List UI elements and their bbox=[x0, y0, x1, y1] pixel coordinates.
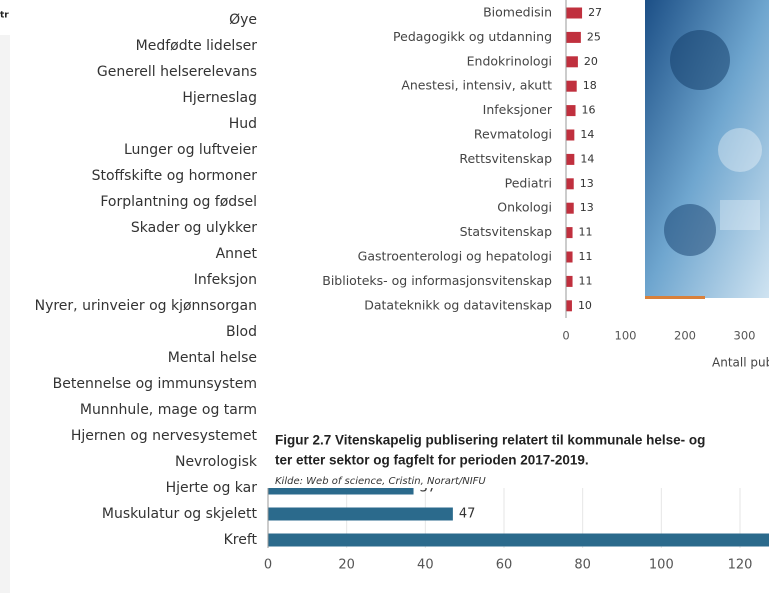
bar bbox=[566, 153, 575, 165]
corner-text: tr bbox=[0, 11, 9, 21]
bar bbox=[268, 533, 769, 547]
photo-shape bbox=[718, 128, 762, 172]
category-label: Gastroenterologi og hepatologi bbox=[358, 249, 552, 264]
category-label: Datateknikk og datavitenskap bbox=[364, 297, 552, 312]
category-label: Medfødte lidelser bbox=[136, 38, 258, 54]
bar bbox=[566, 227, 573, 239]
value-label: 13 bbox=[580, 177, 594, 190]
value-label: 11 bbox=[579, 274, 593, 287]
bar bbox=[566, 129, 575, 141]
bar bbox=[566, 7, 583, 19]
bar bbox=[566, 300, 572, 312]
category-label: Revmatologi bbox=[474, 127, 552, 142]
x-tick-label: 20 bbox=[338, 558, 355, 573]
photo-shape bbox=[720, 200, 760, 230]
x-tick-label: 300 bbox=[734, 329, 756, 343]
category-label: Onkologi bbox=[497, 200, 552, 215]
category-label: Pedagogikk og utdanning bbox=[393, 29, 552, 44]
x-tick-label: 40 bbox=[417, 558, 434, 573]
caption: ter etter sektor og fagfelt for perioden… bbox=[275, 453, 589, 468]
category-label: Stoffskifte og hormoner bbox=[92, 168, 258, 184]
category-label: Øye bbox=[229, 12, 257, 28]
bar bbox=[566, 202, 574, 214]
bar bbox=[566, 251, 573, 263]
bar bbox=[268, 507, 453, 521]
category-label: Generell helserelevans bbox=[97, 64, 257, 80]
overlay-chart: 0 100 200 300 Biomedisin 27 Pedagogikk og utda… bbox=[275, 0, 769, 487]
category-label: Statsvitenskap bbox=[460, 224, 552, 239]
x-tick-label: 200 bbox=[674, 329, 696, 343]
side-strip bbox=[0, 35, 10, 593]
category-label: Endokrinologi bbox=[467, 53, 552, 68]
category-label: Nyrer, urinveier og kjønnsorgan bbox=[35, 298, 257, 314]
x-tick-label: 60 bbox=[496, 558, 513, 573]
photo-shape bbox=[664, 204, 716, 256]
value-label: 25 bbox=[587, 30, 601, 43]
x-tick-label: 0 bbox=[562, 329, 569, 343]
x-tick-label: 0 bbox=[264, 558, 272, 573]
x-tick-label: 100 bbox=[649, 558, 674, 573]
category-label: Infeksjoner bbox=[483, 102, 553, 117]
category-label: Infeksjon bbox=[194, 272, 257, 288]
category-label: Muskulatur og skjelett bbox=[102, 506, 258, 522]
value-label: 13 bbox=[580, 201, 594, 214]
category-label: Hjerneslag bbox=[182, 90, 257, 106]
value-label: 20 bbox=[584, 55, 598, 68]
photo bbox=[645, 0, 769, 299]
x-axis-label: Antall publikas bbox=[712, 356, 769, 370]
category-label: Munnhule, mage og tarm bbox=[80, 402, 257, 418]
category-label: Kreft bbox=[224, 532, 258, 548]
category-label: Lunger og luftveier bbox=[124, 142, 257, 158]
value-label: 11 bbox=[579, 226, 593, 239]
category-label: Annet bbox=[216, 246, 258, 262]
source: Kilde: Web of science, Cristin, Norart/N… bbox=[275, 476, 486, 487]
bar bbox=[566, 178, 574, 190]
category-label: Betennelse og immunsystem bbox=[53, 376, 257, 392]
value-label: 11 bbox=[579, 250, 593, 263]
category-label: Rettsvitenskap bbox=[459, 151, 552, 166]
caption: Figur 2.7 Vitenskapelig publisering rela… bbox=[275, 433, 705, 448]
photo-shape bbox=[670, 30, 730, 90]
category-label: Hjernen og nervesystemet bbox=[71, 428, 258, 444]
bar bbox=[566, 275, 573, 287]
category-label: Biomedisin bbox=[483, 5, 552, 20]
category-label: Nevrologisk bbox=[175, 454, 258, 470]
bar bbox=[566, 80, 577, 92]
category-label: Skader og ulykker bbox=[131, 220, 257, 236]
x-tick-label: 120 bbox=[728, 558, 753, 573]
category-label: Anestesi, intensiv, akutt bbox=[401, 78, 552, 93]
category-label: Pediatri bbox=[505, 175, 552, 190]
category-label: Hud bbox=[229, 116, 257, 132]
value-label: 16 bbox=[582, 104, 596, 117]
bar bbox=[566, 31, 581, 43]
bar bbox=[566, 56, 578, 68]
bar bbox=[566, 105, 576, 117]
photo-edge bbox=[645, 296, 705, 299]
category-label: Biblioteks- og informasjonsvitenskap bbox=[322, 273, 552, 288]
value-label: 14 bbox=[580, 152, 594, 165]
x-tick-label: 80 bbox=[574, 558, 591, 573]
value-label: 14 bbox=[580, 128, 594, 141]
category-label: Mental helse bbox=[168, 350, 257, 366]
category-label: Forplantning og fødsel bbox=[100, 194, 257, 210]
category-label: Blod bbox=[226, 324, 257, 340]
value-label: 47 bbox=[459, 507, 476, 522]
x-tick-label: 100 bbox=[615, 329, 637, 343]
value-label: 10 bbox=[578, 299, 592, 312]
value-label: 27 bbox=[588, 6, 602, 19]
value-label: 18 bbox=[583, 79, 597, 92]
category-label: Hjerte og kar bbox=[166, 480, 258, 496]
